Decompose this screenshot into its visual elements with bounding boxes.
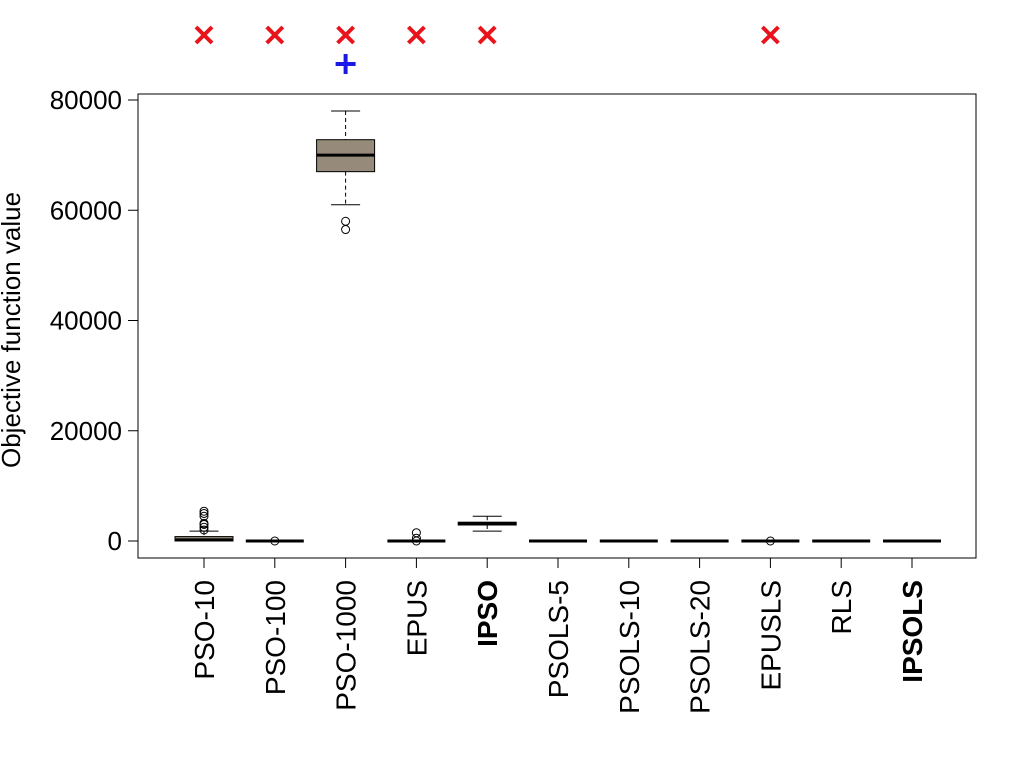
- x-tick-label: PSOLS-5: [543, 580, 574, 698]
- outlier-point: [199, 511, 209, 521]
- plot-frame: [137, 93, 977, 559]
- marker-plus: [335, 54, 356, 74]
- outlier-point: [341, 216, 351, 226]
- x-tick-label: PSO-100: [260, 580, 291, 695]
- x-tick-label: PSOLS-10: [614, 580, 645, 714]
- outlier-point: [199, 522, 209, 532]
- y-tick-label: 0: [108, 526, 122, 556]
- x-tick-label: PSO-10: [189, 580, 220, 680]
- y-axis: 0 20000 40000 60000 80000: [50, 85, 139, 556]
- x-tick-label: RLS: [826, 580, 857, 634]
- cross-b: [265, 25, 285, 45]
- outlier-point: [199, 508, 209, 518]
- cross-b: [477, 25, 497, 45]
- outlier-point: [270, 536, 280, 546]
- cross-b: [336, 25, 356, 45]
- box-ipso: [457, 515, 517, 532]
- outlier-point: [199, 518, 209, 528]
- cross-b: [194, 25, 214, 45]
- outlier-point: [341, 225, 351, 235]
- x-tick-label: IPSO: [472, 580, 503, 647]
- y-tick-label: 60000: [50, 195, 122, 225]
- boxes-layer: [174, 110, 941, 546]
- box-epusls: [741, 536, 800, 546]
- y-axis-title: Objective function value: [0, 192, 26, 468]
- marker-cross: [194, 25, 214, 45]
- box-pso-1000: [316, 110, 376, 235]
- outlier-point: [765, 536, 775, 546]
- x-tick-label: EPUSLS: [755, 580, 786, 691]
- box-pso-10: [174, 506, 234, 542]
- cross-b: [406, 25, 426, 45]
- y-tick-label: 40000: [50, 306, 122, 336]
- marker-cross: [406, 25, 426, 45]
- cross-b: [760, 25, 780, 45]
- marker-cross: [336, 25, 356, 45]
- x-tick-label: PSO-1000: [331, 580, 362, 711]
- x-tick-label: EPUS: [401, 580, 432, 656]
- markers-layer: [194, 25, 780, 74]
- outlier-point: [199, 506, 209, 516]
- x-tick-label: IPSOLS: [897, 580, 928, 683]
- outlier-point: [411, 533, 421, 543]
- outlier-point: [199, 525, 209, 535]
- y-tick-label: 20000: [50, 416, 122, 446]
- marker-cross: [477, 25, 497, 45]
- box-pso-100: [245, 536, 304, 546]
- marker-cross: [265, 25, 285, 45]
- outlier-point: [411, 528, 421, 538]
- box-epus: [387, 528, 446, 546]
- y-tick-label: 80000: [50, 85, 122, 115]
- x-axis-labels: PSO-10 PSO-100 PSO-1000 EPUS IPSO PSOLS-5 PSOL…: [189, 558, 928, 714]
- x-tick-label: PSOLS-20: [685, 580, 716, 714]
- marker-cross: [760, 25, 780, 45]
